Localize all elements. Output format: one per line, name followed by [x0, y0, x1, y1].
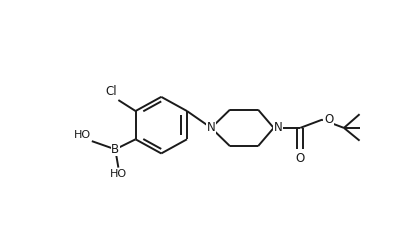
Text: O: O: [296, 152, 305, 165]
Text: O: O: [324, 113, 333, 126]
Text: HO: HO: [110, 169, 127, 179]
Text: N: N: [207, 121, 216, 134]
Text: N: N: [274, 121, 283, 134]
Text: B: B: [111, 143, 119, 156]
Text: Cl: Cl: [105, 85, 117, 98]
Text: HO: HO: [73, 130, 91, 140]
